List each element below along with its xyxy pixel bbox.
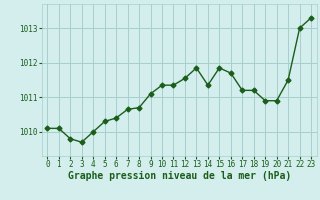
- X-axis label: Graphe pression niveau de la mer (hPa): Graphe pression niveau de la mer (hPa): [68, 171, 291, 181]
